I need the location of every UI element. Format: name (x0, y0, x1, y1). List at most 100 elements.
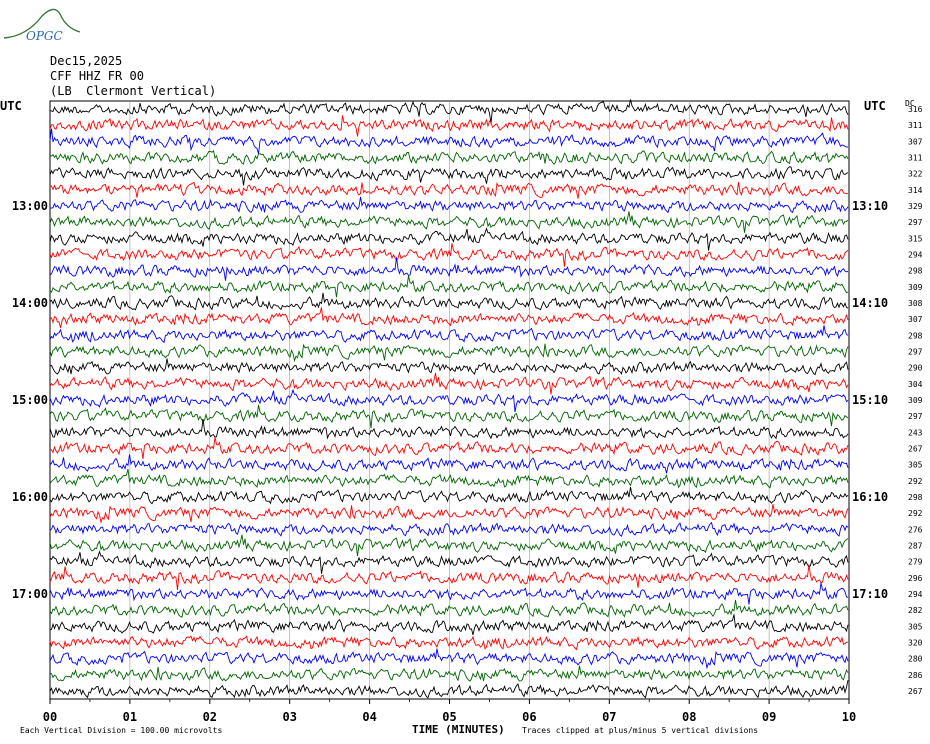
dc-offset-label: 307 (908, 137, 923, 146)
dc-offset-label: 298 (908, 331, 923, 340)
dc-offset-label: 304 (908, 380, 923, 389)
seismic-trace (49, 307, 849, 328)
seismic-trace (49, 487, 849, 505)
dc-offset-label: 305 (908, 622, 923, 631)
footer-clip-note: Traces clipped at plus/minus 5 vertical … (522, 726, 758, 735)
dc-header-label: DC (905, 99, 915, 108)
seismic-trace (49, 243, 849, 267)
seismic-trace (49, 358, 849, 376)
seismic-trace (49, 128, 849, 155)
seismic-trace (49, 404, 849, 429)
dc-offset-label: 314 (908, 186, 923, 195)
dc-offset-label: 292 (908, 477, 923, 486)
seismic-trace (49, 150, 849, 165)
dc-offset-label: 267 (908, 687, 923, 696)
dc-offset-label: 311 (908, 154, 923, 163)
dc-offset-label: 287 (908, 541, 923, 550)
right-time-label: 13:10 (852, 199, 888, 213)
seismic-trace (49, 534, 849, 557)
dc-offset-label: 280 (908, 655, 923, 664)
dc-offset-label: 286 (908, 671, 923, 680)
seismic-trace (49, 211, 849, 233)
seismic-trace (49, 181, 848, 199)
seismic-trace (49, 550, 849, 574)
seismic-trace (50, 614, 849, 636)
dc-offset-label: 290 (908, 364, 923, 373)
seismic-trace (49, 468, 849, 489)
x-tick-label: 05 (442, 710, 456, 724)
seismic-trace (49, 373, 849, 395)
dc-offset-label: 276 (908, 525, 923, 534)
right-utc-label: UTC (864, 99, 886, 113)
dc-offset-label: 267 (908, 444, 923, 453)
seismic-trace (49, 635, 848, 651)
dc-offset-label: 292 (908, 509, 923, 518)
x-tick-label: 06 (522, 710, 536, 724)
x-tick-label: 08 (682, 710, 696, 724)
seismic-trace (49, 599, 849, 618)
x-tick-label: 09 (762, 710, 776, 724)
right-time-label: 16:10 (852, 490, 888, 504)
seismic-trace (49, 343, 849, 363)
seismic-trace (49, 257, 849, 281)
x-tick-label: 10 (842, 710, 856, 724)
dc-offset-label: 297 (908, 412, 923, 421)
seismic-trace (49, 564, 849, 590)
dc-offset-label: 311 (908, 121, 923, 130)
right-time-label: 15:10 (852, 393, 888, 407)
seismic-trace (49, 419, 849, 440)
dc-offset-label: 315 (908, 234, 923, 243)
dc-offset-label: 329 (908, 202, 923, 211)
dc-offset-label: 298 (908, 493, 923, 502)
seismic-trace (49, 99, 849, 124)
dc-offset-label: 309 (908, 283, 923, 292)
seismic-trace (49, 437, 849, 459)
seismic-trace (49, 227, 849, 251)
dc-offset-label: 297 (908, 218, 923, 227)
seismic-trace (49, 166, 849, 186)
seismic-trace (49, 325, 849, 344)
dc-offset-label: 309 (908, 396, 923, 405)
seismic-trace (49, 196, 849, 214)
chart-station: CFF HHZ FR 00 (50, 69, 144, 83)
right-time-label: 17:10 (852, 587, 888, 601)
seismic-trace (49, 504, 849, 524)
seismic-trace (49, 582, 849, 605)
x-tick-label: 03 (282, 710, 296, 724)
x-tick-label: 04 (362, 710, 376, 724)
opgc-logo: OPGC (2, 2, 82, 48)
x-tick-label: 02 (203, 710, 217, 724)
seismic-trace (49, 275, 849, 298)
dc-offset-label: 297 (908, 348, 923, 357)
seismic-trace (49, 454, 849, 474)
dc-offset-label: 322 (908, 170, 923, 179)
x-tick-label: 01 (123, 710, 137, 724)
dc-offset-label: 307 (908, 315, 923, 324)
seismic-trace (49, 665, 849, 682)
footer-scale-note: Each Vertical Division = 100.00 microvol… (20, 726, 222, 735)
seismic-trace (49, 115, 849, 137)
dc-offset-label: 294 (908, 590, 923, 599)
right-time-label: 14:10 (852, 296, 888, 310)
x-tick-label: 07 (602, 710, 616, 724)
dc-offset-label: 294 (908, 251, 923, 260)
left-time-label: 13:00 (12, 199, 48, 213)
dc-offset-label: 320 (908, 638, 923, 647)
chart-location: (LB Clermont Vertical) (50, 84, 217, 98)
seismic-trace (49, 648, 849, 670)
left-time-label: 16:00 (12, 490, 48, 504)
dc-offset-label: 316 (908, 105, 923, 114)
seismic-trace (49, 521, 849, 537)
left-time-label: 15:00 (12, 393, 48, 407)
dc-offset-label: 305 (908, 461, 923, 470)
seismic-trace (49, 292, 849, 311)
dc-offset-label: 282 (908, 606, 923, 615)
seismic-trace (49, 388, 849, 413)
left-time-label: 14:00 (12, 296, 48, 310)
left-time-label: 17:00 (12, 587, 48, 601)
chart-date: Dec15,2025 (50, 54, 123, 68)
dc-offset-label: 298 (908, 267, 923, 276)
seismic-trace (49, 680, 849, 699)
logo-mountain-icon (3, 8, 81, 39)
